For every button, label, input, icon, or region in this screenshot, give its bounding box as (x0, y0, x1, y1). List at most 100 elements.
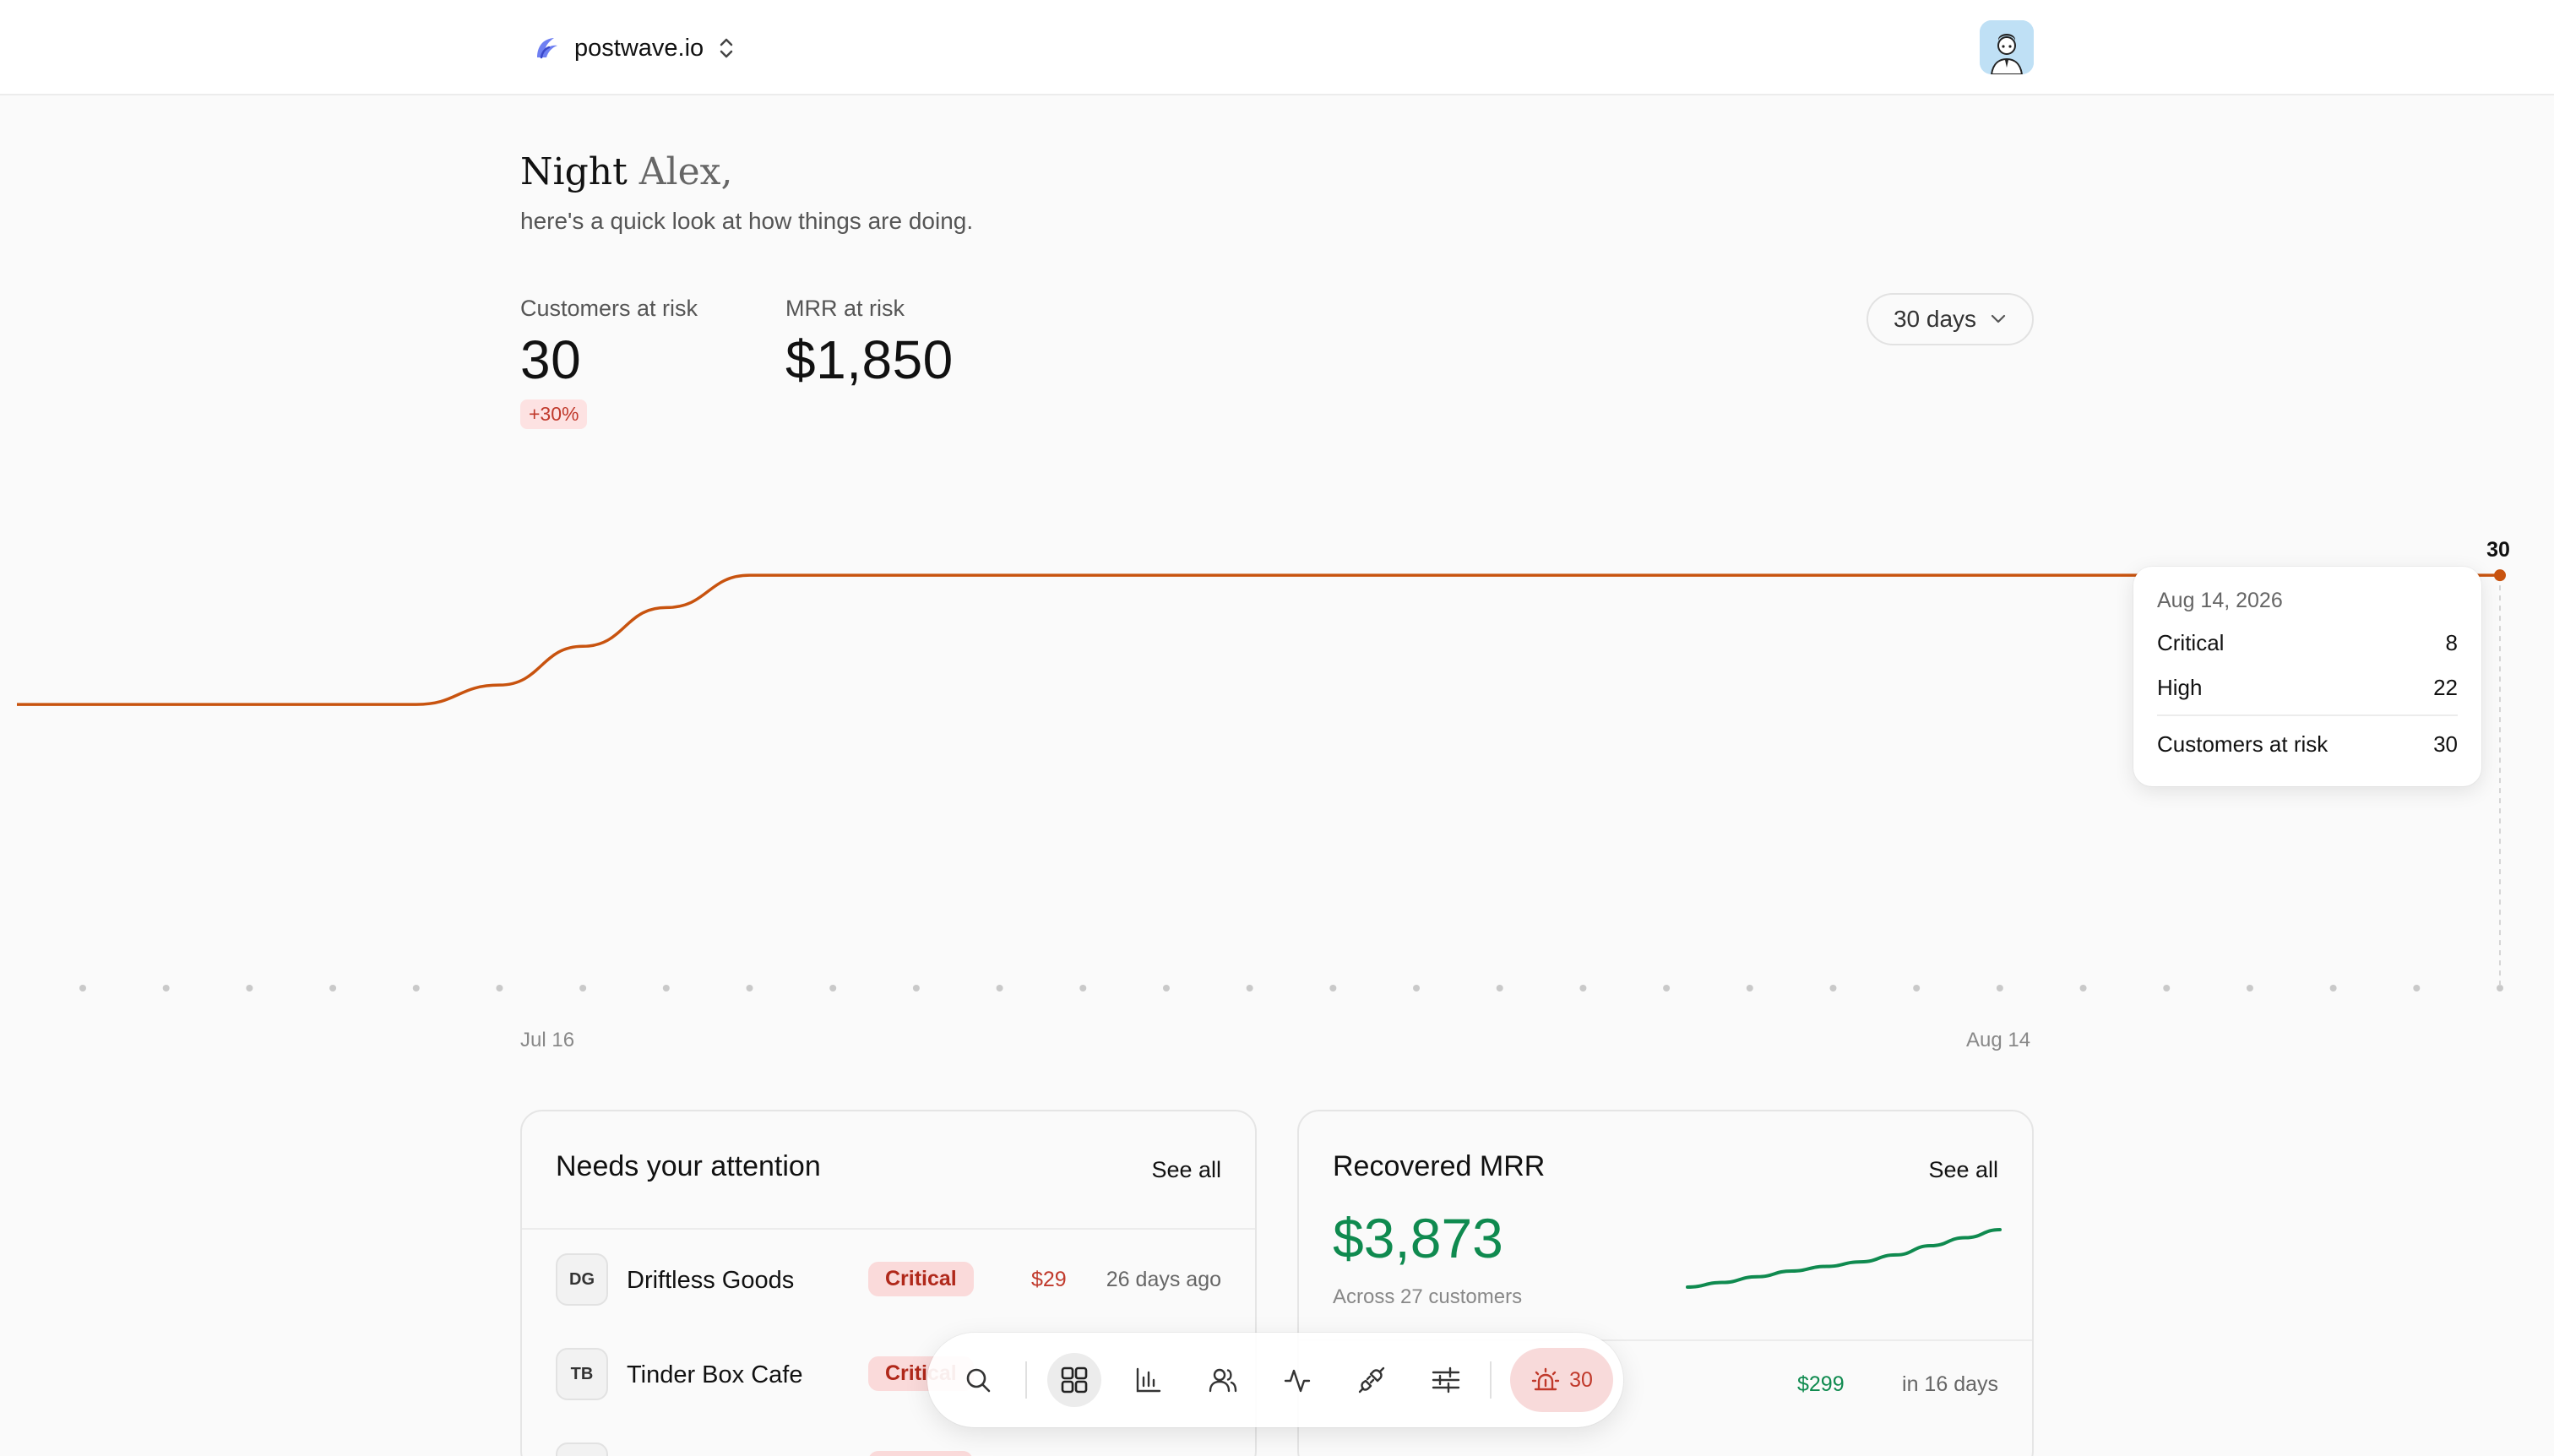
recovered-row-amount: $299 (1797, 1372, 1845, 1396)
kpi-value: 30 (520, 329, 582, 390)
dock-settings-button[interactable] (1419, 1353, 1473, 1407)
workspace-switcher[interactable]: postwave.io (532, 29, 736, 68)
x-axis-tick-dot (746, 985, 753, 991)
recovered-row-time: in 16 days (1902, 1372, 1998, 1396)
x-axis-tick-dot (662, 985, 670, 991)
greeting-name: Alex, (638, 150, 733, 193)
x-axis-tick-dot (1329, 985, 1337, 991)
severity-badge: Critical (868, 1262, 974, 1296)
dock-search-button[interactable] (951, 1353, 1005, 1407)
x-axis-tick-dot (1746, 985, 1753, 991)
x-axis-start-label: Jul 16 (520, 1029, 575, 1051)
x-axis-tick-dot (1829, 985, 1837, 991)
x-axis-tick-dot (1496, 985, 1503, 991)
kpi-customers-at-risk: Customers at risk 30 +30% (520, 296, 698, 429)
siren-icon (1531, 1367, 1560, 1391)
chevron-down-icon (1991, 314, 2006, 323)
x-axis-tick-dot (1413, 985, 1421, 991)
range-select[interactable]: 30 days (1867, 293, 2034, 345)
dock-alerts-button[interactable]: 30 (1510, 1348, 1613, 1412)
dock-integrations-button[interactable] (1345, 1353, 1399, 1407)
avatar[interactable] (1980, 20, 2034, 74)
x-axis-tick-dot (2079, 985, 2087, 991)
search-icon (966, 1368, 991, 1393)
x-axis-tick-dot (496, 985, 503, 991)
sliders-icon (1432, 1366, 1460, 1394)
recovered-mrr-subtitle: Across 27 customers (1333, 1285, 1523, 1308)
tooltip-row-value: 22 (2433, 675, 2458, 700)
x-axis-tick-dot (1996, 985, 2003, 991)
x-axis-tick-dot (412, 985, 420, 991)
list-item[interactable]: DG Driftless Goods Critical $29 26 days … (522, 1243, 1255, 1311)
x-axis-tick-dot (246, 985, 253, 991)
dock-customers-button[interactable] (1196, 1353, 1250, 1407)
list-item[interactable] (522, 1432, 1255, 1456)
end-point-marker[interactable] (2494, 569, 2506, 582)
bar-chart-icon (1136, 1367, 1161, 1393)
dock-reports-button[interactable] (1122, 1353, 1176, 1407)
dashboard-icon (1061, 1366, 1088, 1394)
x-axis-tick-dot (329, 985, 337, 991)
card-title: Needs your attention (556, 1150, 821, 1182)
user-portrait-icon (1980, 20, 2034, 74)
customer-amount: $29 (1031, 1268, 1067, 1291)
wave-logo-icon (537, 38, 557, 59)
recovered-mrr-value: $3,873 (1333, 1207, 1503, 1269)
x-axis-tick-dot (2163, 985, 2171, 991)
x-axis-end-label: Aug 14 (1966, 1029, 2031, 1051)
risk-line-chart[interactable]: 30 (0, 473, 2554, 1013)
chevron-up-down-icon (720, 38, 733, 58)
recovered-sparkline (1686, 1228, 2002, 1289)
activity-icon (1284, 1369, 1311, 1393)
initials-avatar: TB (556, 1348, 608, 1400)
sparkline-path (1686, 1228, 2002, 1289)
users-icon (1209, 1368, 1237, 1393)
x-axis-tick-dot (912, 985, 920, 991)
card-title: Recovered MRR (1333, 1150, 1546, 1182)
x-axis-tick-dot (2329, 985, 2337, 991)
tooltip-date: Aug 14, 2026 (2157, 589, 2283, 612)
card-divider (522, 1228, 1255, 1230)
dock-dashboard-button[interactable] (1047, 1353, 1101, 1407)
plug-icon (1358, 1366, 1385, 1394)
dock-separator (1490, 1361, 1492, 1399)
tooltip-row-label: High (2157, 675, 2203, 700)
x-axis-tick-dot (1079, 985, 1087, 991)
severity-badge (868, 1451, 973, 1456)
change-badge: +30% (520, 399, 588, 429)
see-all-link[interactable]: See all (1928, 1157, 1998, 1182)
x-axis-tick-dot (1162, 985, 1170, 991)
kpi-value: $1,850 (785, 329, 954, 390)
top-bar: postwave.io (0, 0, 2554, 95)
tooltip-row-value: 8 (2445, 630, 2458, 655)
kpi-mrr-at-risk: MRR at risk $1,850 (785, 296, 954, 391)
dock-separator (1025, 1361, 1027, 1399)
tooltip-divider (2157, 714, 2458, 716)
customer-name: Tinder Box Cafe (627, 1361, 803, 1388)
tooltip-row-critical: Critical 8 (2157, 630, 2458, 656)
see-all-link[interactable]: See all (1151, 1157, 1221, 1182)
series-line (17, 573, 2500, 706)
range-select-value: 30 days (1893, 306, 1977, 332)
end-value-label: 30 (2486, 538, 2510, 562)
x-axis-tick-dot (79, 985, 86, 991)
dock-activity-button[interactable] (1270, 1353, 1324, 1407)
x-axis-tick-dot (1663, 985, 1671, 991)
tooltip-row-label: Critical (2157, 630, 2225, 655)
x-axis-tick-dot (2497, 985, 2503, 991)
greeting-subtitle: here's a quick look at how things are do… (520, 208, 974, 234)
initials-avatar: DG (556, 1253, 608, 1306)
greeting-title: Night Alex, (520, 150, 732, 193)
greeting-prefix: Night (520, 150, 628, 193)
bottom-dock: 30 (927, 1333, 1623, 1427)
customer-name: Driftless Goods (627, 1267, 795, 1294)
x-axis-tick-dot (162, 985, 170, 991)
chart-tooltip: Aug 14, 2026 Critical 8 High 22 Customer… (2133, 567, 2481, 786)
x-axis-tick-dot (2413, 985, 2421, 991)
kpi-label: MRR at risk (785, 296, 905, 321)
x-axis-tick-dot (1913, 985, 1921, 991)
tooltip-row-value: 30 (2433, 731, 2458, 757)
x-axis-tick-dot (579, 985, 587, 991)
x-axis-tick-dot (829, 985, 837, 991)
workspace-name: postwave.io (574, 34, 704, 62)
